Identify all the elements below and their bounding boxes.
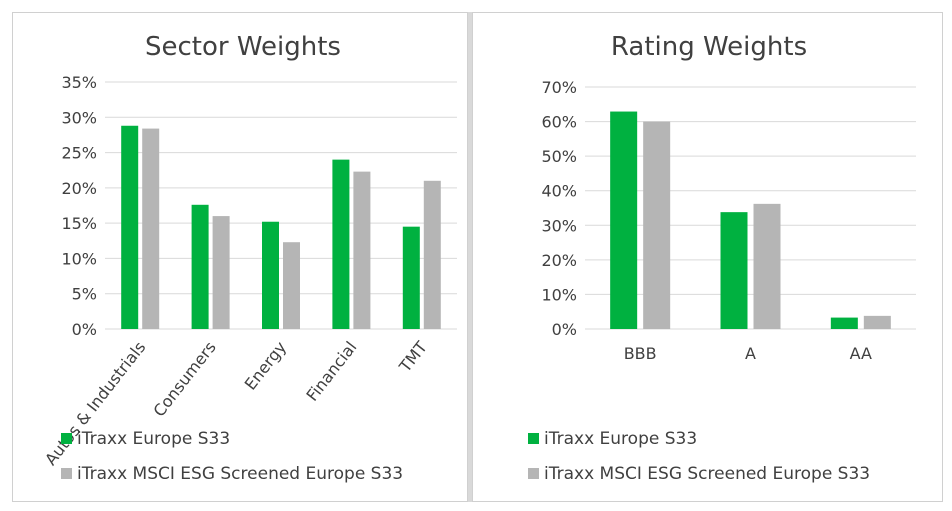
y-tick-label: 0%: [552, 320, 577, 339]
y-tick-label: 50%: [541, 147, 577, 166]
y-tick-label: 35%: [61, 73, 97, 92]
bar-series1: [191, 204, 209, 329]
y-tick-label: 60%: [541, 113, 577, 132]
x-tick-label: BBB: [624, 344, 657, 363]
y-tick-label: 20%: [541, 251, 577, 270]
x-tick-label: Autos & Industrials: [41, 338, 149, 469]
y-tick-label: 30%: [61, 108, 97, 127]
bar-series1: [830, 317, 858, 329]
y-tick-label: 25%: [61, 144, 97, 163]
y-tick-label: 0%: [72, 320, 97, 339]
bar-series2: [212, 216, 230, 329]
x-tick-label: TMT: [395, 338, 431, 377]
bar-series2: [643, 121, 671, 329]
bar-series1: [332, 159, 350, 329]
bar-series2: [353, 171, 371, 329]
chart-title: Sector Weights: [145, 32, 341, 62]
x-tick-label: Energy: [241, 338, 290, 394]
y-tick-label: 70%: [541, 78, 577, 97]
bar-series1: [720, 212, 748, 329]
y-tick-label: 30%: [541, 216, 577, 235]
legend-label: iTraxx MSCI ESG Screened Europe S33: [544, 464, 870, 484]
bar-series2: [423, 180, 441, 329]
legend-swatch: [528, 433, 539, 444]
sector-weights-panel: Sector Weights 0% 5% 10% 15% 20% 25% 30% 35% Au…: [12, 12, 468, 502]
x-tick-label: AA: [850, 344, 872, 363]
y-tick-label: 20%: [61, 179, 97, 198]
bar-series1: [121, 125, 139, 329]
bar-series2: [753, 203, 781, 329]
y-tick-label: 5%: [72, 285, 97, 304]
x-tick-label: Financial: [302, 338, 360, 405]
x-tick-label: A: [745, 344, 756, 363]
x-tick-label: Consumers: [149, 338, 219, 421]
bar-series2: [142, 128, 160, 329]
bar-series2: [863, 315, 891, 329]
legend-swatch: [61, 468, 72, 479]
y-tick-label: 40%: [541, 182, 577, 201]
legend-label: iTraxx Europe S33: [77, 429, 230, 449]
bar-series1: [610, 111, 638, 329]
bar-series1: [262, 221, 279, 329]
legend-label: iTraxx MSCI ESG Screened Europe S33: [77, 464, 403, 484]
bar-series2: [283, 242, 300, 329]
bar-series1: [402, 226, 420, 329]
panel-divider: [468, 12, 472, 502]
legend-label: iTraxx Europe S33: [544, 429, 697, 449]
legend-swatch: [528, 468, 539, 479]
y-tick-label: 10%: [61, 249, 97, 268]
rating-weights-panel: Rating Weights 0% 10% 20% 30% 40% 50% 60% 70% B…: [472, 12, 943, 502]
legend-swatch: [61, 433, 72, 444]
y-tick-label: 15%: [61, 214, 97, 233]
y-tick-label: 10%: [541, 285, 577, 304]
sector-weights-chart: Sector Weights 0% 5% 10% 15% 20% 25% 30% 35% Au…: [41, 32, 457, 484]
chart-title: Rating Weights: [611, 32, 807, 62]
rating-weights-chart: Rating Weights 0% 10% 20% 30% 40% 50% 60% 70% B…: [528, 32, 916, 484]
